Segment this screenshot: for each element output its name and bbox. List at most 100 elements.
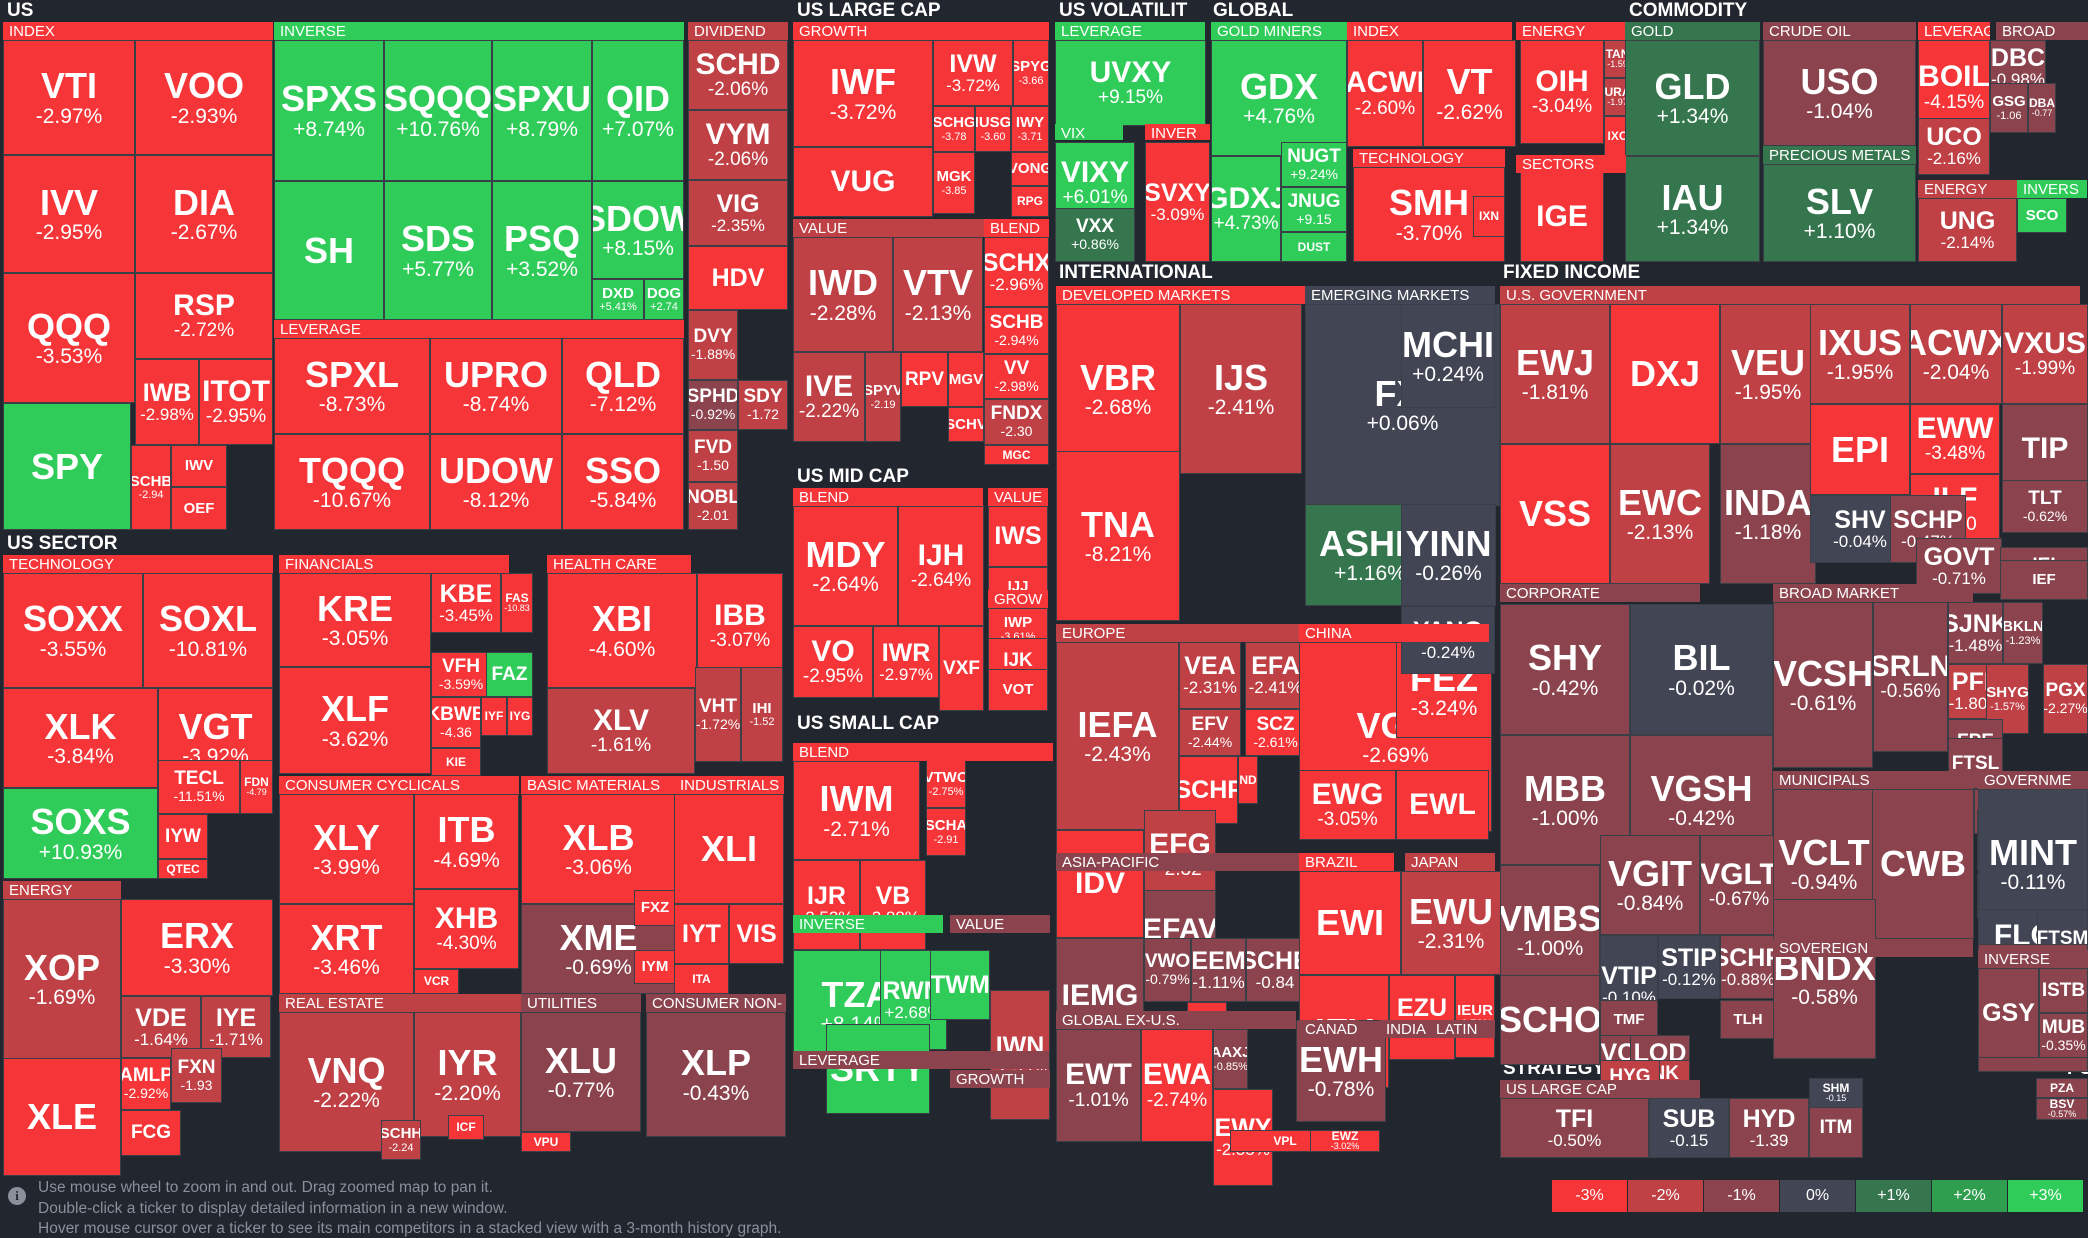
ticker-tile[interactable]: VIG -2.35% <box>688 180 788 246</box>
ticker-tile[interactable]: VOO -2.93% <box>135 40 273 155</box>
ticker-tile[interactable]: SQQQ +10.76% <box>384 40 492 181</box>
ticker-tile[interactable]: SCHH -2.24 <box>381 1120 421 1160</box>
ticker-tile[interactable]: USO -1.04% <box>1763 40 1916 146</box>
ticker-tile[interactable]: XLB -3.06% <box>521 794 676 904</box>
ticker-tile[interactable]: VGLT -0.67% <box>1700 835 1778 935</box>
ticker-tile[interactable]: IWS <box>988 506 1048 567</box>
ticker-tile[interactable]: UCO -2.16% <box>1918 118 1990 175</box>
ticker-tile[interactable]: VIS <box>729 904 784 964</box>
ticker-tile[interactable]: SCHE-0.84 <box>1246 938 1304 1002</box>
ticker-tile[interactable]: XLE <box>3 1058 121 1176</box>
ticker-tile[interactable]: EFV -2.44% <box>1179 709 1241 756</box>
ticker-tile[interactable]: VEA -2.31% <box>1179 642 1241 709</box>
ticker-tile[interactable]: VTI -2.97% <box>3 40 135 155</box>
ticker-tile[interactable]: IEF <box>2000 560 2088 600</box>
ticker-tile[interactable]: DOG +2.74 <box>644 279 684 320</box>
ticker-tile[interactable]: SPYV-2.19 <box>865 352 901 442</box>
ticker-tile[interactable]: SRLN -0.56% <box>1873 602 1948 752</box>
ticker-tile[interactable]: SCHV <box>948 407 984 442</box>
ticker-tile[interactable]: XBI -4.60% <box>547 573 697 688</box>
ticker-tile[interactable]: FDN -4.79 <box>240 760 273 814</box>
ticker-tile[interactable]: RPV <box>901 352 948 407</box>
ticker-tile[interactable]: QTEC <box>158 859 208 879</box>
ticker-tile[interactable]: IDV <box>1056 830 1144 938</box>
ticker-tile[interactable]: RSP -2.72% <box>135 273 273 359</box>
ticker-tile[interactable]: IWR -2.97% <box>873 626 939 698</box>
ticker-tile[interactable]: FCG <box>121 1110 181 1156</box>
ticker-tile[interactable]: OEF <box>171 487 227 530</box>
ticker-tile[interactable]: VONG <box>1011 152 1049 186</box>
ticker-tile[interactable]: VBR -2.68% <box>1056 304 1180 474</box>
ticker-tile[interactable]: IXN <box>1473 196 1505 237</box>
ticker-tile[interactable]: EWU -2.31% <box>1401 871 1501 975</box>
ticker-tile[interactable]: EWL <box>1396 770 1489 840</box>
ticker-tile[interactable]: IJR-2.52% <box>793 860 860 950</box>
ticker-tile[interactable]: VPU <box>521 1132 571 1152</box>
ticker-tile[interactable]: IYT <box>674 904 729 964</box>
ticker-tile[interactable]: CWB <box>1872 789 1974 939</box>
ticker-tile[interactable]: XLI <box>674 794 784 904</box>
ticker-tile[interactable]: MGK -3.85 <box>933 152 975 214</box>
ticker-tile[interactable]: ITM <box>1809 1098 1863 1158</box>
ticker-tile[interactable]: VOT <box>988 669 1048 711</box>
ticker-tile[interactable]: TLT -0.62% <box>2002 480 2088 533</box>
ticker-tile[interactable]: HDV <box>688 246 788 310</box>
ticker-tile[interactable]: FAZ <box>486 652 533 697</box>
ticker-tile[interactable]: SLV +1.10% <box>1763 164 1916 262</box>
ticker-tile[interactable]: EEM -1.11% <box>1191 938 1246 1002</box>
ticker-tile[interactable]: SUB -0.15 <box>1649 1098 1729 1158</box>
ticker-tile[interactable]: SPXU +8.79% <box>492 40 592 181</box>
ticker-tile[interactable]: VCSH -0.61% <box>1773 602 1873 768</box>
ticker-tile[interactable]: ITOT -2.95% <box>199 359 273 445</box>
ticker-tile[interactable]: UVXY +9.15% <box>1055 40 1206 126</box>
ticker-tile[interactable]: EWW -3.48% <box>1910 404 2000 474</box>
ticker-tile[interactable]: SPXS +8.74% <box>274 40 384 181</box>
ticker-tile[interactable]: FXN -1.93 <box>171 1048 222 1103</box>
ticker-tile[interactable]: XLY -3.99% <box>279 794 414 904</box>
ticker-tile[interactable]: NUGT +9.24% <box>1281 142 1347 187</box>
ticker-tile[interactable]: PGX -2.27% <box>2043 664 2088 734</box>
ticker-tile[interactable]: EWJ -1.81% <box>1500 304 1610 444</box>
ticker-tile[interactable]: UDOW -8.12% <box>430 434 562 530</box>
ticker-tile[interactable]: SCHG -3.78 <box>933 106 975 152</box>
ticker-tile[interactable]: EFA -2.41% <box>1245 642 1306 709</box>
ticker-tile[interactable]: IJH -2.64% <box>898 506 984 626</box>
ticker-tile[interactable]: EWA -2.74% <box>1141 1029 1213 1142</box>
ticker-tile[interactable]: XLU -0.77% <box>521 1012 641 1132</box>
ticker-tile[interactable]: IXUS -1.95% <box>1810 304 1910 404</box>
ticker-tile[interactable]: IJS -2.41% <box>1180 304 1302 474</box>
ticker-tile[interactable]: SCHB -2.94 <box>131 445 171 530</box>
ticker-tile[interactable]: VYM -2.06% <box>688 110 788 180</box>
ticker-tile[interactable]: QLD -7.12% <box>562 338 684 434</box>
ticker-tile[interactable]: MCHI +0.24% <box>1401 304 1495 408</box>
ticker-tile[interactable]: FXZ <box>634 890 676 926</box>
ticker-tile[interactable]: SPXL -8.73% <box>274 338 430 434</box>
ticker-tile[interactable]: TNA -8.21% <box>1056 451 1180 621</box>
ticker-tile[interactable]: OIH -3.04% <box>1520 40 1604 144</box>
ticker-tile[interactable]: KRE -3.05% <box>279 573 431 667</box>
ticker-tile[interactable]: VEU -1.95% <box>1720 304 1816 444</box>
ticker-tile[interactable]: EPI <box>1810 404 1910 495</box>
ticker-tile[interactable]: VUG <box>793 147 933 217</box>
ticker-tile[interactable]: SCO <box>2017 198 2067 233</box>
ticker-tile[interactable]: VMBS -1.00% <box>1500 865 1600 995</box>
ticker-tile[interactable]: SOXS +10.93% <box>3 788 158 879</box>
ticker-tile[interactable]: EZU-3.10% <box>1389 975 1455 1060</box>
ticker-tile[interactable]: IBB -3.07% <box>697 573 783 679</box>
ticker-tile[interactable]: RPG <box>1011 186 1049 217</box>
ticker-tile[interactable]: IVW -3.72% <box>933 40 1013 106</box>
ticker-tile[interactable]: AAXJ-0.85% <box>1213 1029 1248 1089</box>
ticker-tile[interactable]: GLD +1.34% <box>1625 40 1760 156</box>
ticker-tile[interactable]: DXD +5.41% <box>592 279 644 320</box>
ticker-tile[interactable]: VV -2.98% <box>984 354 1049 399</box>
ticker-tile[interactable]: VNQ -2.22% <box>279 1012 414 1152</box>
ticker-tile[interactable]: SJNK-1.48% <box>1948 602 2003 664</box>
ticker-tile[interactable]: FNDF <box>1238 756 1258 804</box>
ticker-tile[interactable]: VTV -2.13% <box>893 237 983 352</box>
ticker-tile[interactable]: SPY <box>3 403 131 530</box>
ticker-tile[interactable]: IYM <box>634 950 676 984</box>
ticker-tile[interactable]: TFI -0.50% <box>1500 1098 1649 1158</box>
ticker-tile[interactable]: VB-2.88% <box>860 860 926 950</box>
ticker-tile[interactable]: IGE <box>1520 172 1604 262</box>
ticker-tile[interactable]: SOXL -10.81% <box>143 573 273 688</box>
